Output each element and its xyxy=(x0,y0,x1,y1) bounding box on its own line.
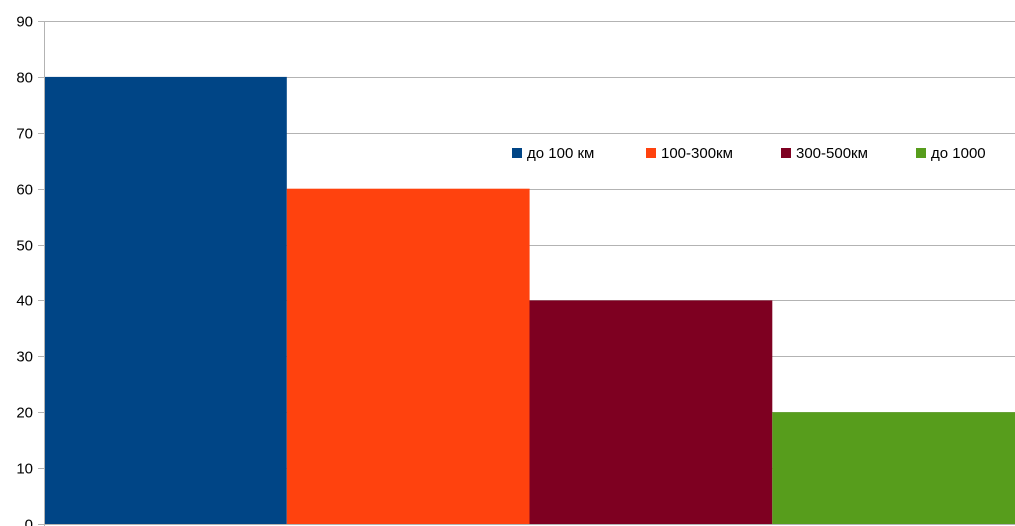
y-tick-label: 0 xyxy=(25,517,33,526)
y-tick-label: 10 xyxy=(16,461,33,478)
legend-swatch xyxy=(916,148,926,158)
legend-swatch xyxy=(512,148,522,158)
bar-series-1 xyxy=(286,188,530,524)
y-tick-label: 70 xyxy=(16,126,33,143)
legend-swatch xyxy=(781,148,791,158)
y-tick-label: 60 xyxy=(16,182,33,199)
legend-label: до 1000 xyxy=(931,145,986,162)
y-tick-label: 20 xyxy=(16,405,33,422)
legend-swatch xyxy=(646,148,656,158)
bar-series-0 xyxy=(44,76,287,525)
legend-label: 300-500км xyxy=(796,145,868,162)
y-axis-ticks: 0 10 20 30 40 50 60 70 80 90 xyxy=(16,14,33,526)
legend-item: 100-300км xyxy=(646,145,733,162)
legend-item: до 1000 xyxy=(916,145,986,162)
legend-label: до 100 км xyxy=(527,145,594,162)
y-tick-label: 80 xyxy=(16,70,33,87)
legend: до 100 км 100-300км 300-500км до 1000 xyxy=(512,145,986,162)
y-tick-label: 40 xyxy=(16,293,33,310)
y-tick-label: 90 xyxy=(16,14,33,31)
legend-item: до 100 км xyxy=(512,145,594,162)
legend-item: 300-500км xyxy=(781,145,868,162)
y-tick-label: 30 xyxy=(16,349,33,366)
bars xyxy=(44,76,1015,525)
bar-series-2 xyxy=(529,300,773,524)
legend-label: 100-300км xyxy=(661,145,733,162)
y-tick-label: 50 xyxy=(16,238,33,255)
bar-series-3 xyxy=(772,412,1015,524)
